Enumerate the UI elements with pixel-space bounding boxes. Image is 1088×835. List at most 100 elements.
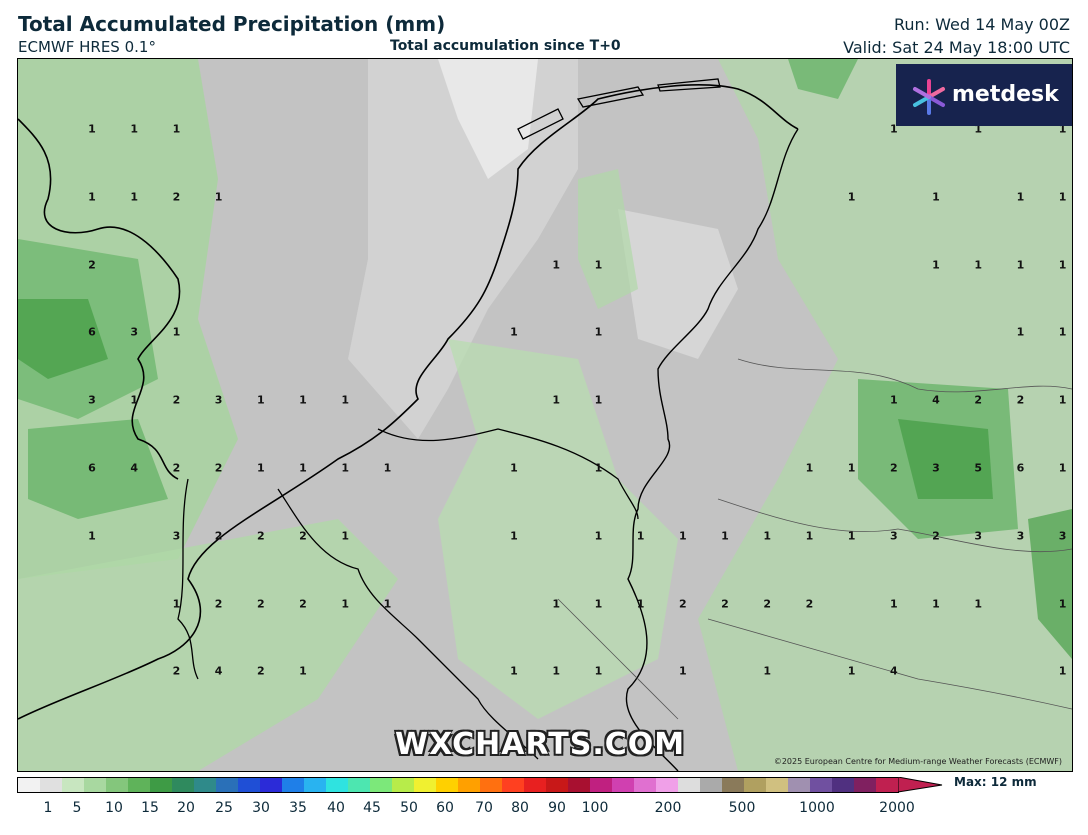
scale-swatch bbox=[700, 778, 722, 792]
grid-value: 1 bbox=[721, 529, 729, 543]
scale-swatch bbox=[546, 778, 568, 792]
grid-value: 4 bbox=[932, 393, 940, 407]
scale-tick-label: 10 bbox=[105, 800, 123, 816]
scale-tick-label: 1000 bbox=[799, 800, 835, 816]
grid-value: 1 bbox=[636, 529, 645, 543]
grid-value: 3 bbox=[1058, 529, 1067, 543]
grid-value: 3 bbox=[974, 529, 983, 543]
scale-swatch bbox=[348, 778, 370, 792]
grid-value: 2 bbox=[214, 529, 223, 543]
scale-swatch bbox=[62, 778, 84, 792]
metdesk-logo-icon bbox=[913, 79, 945, 115]
grid-value: 1 bbox=[172, 122, 181, 136]
grid-value: 2 bbox=[974, 393, 983, 407]
grid-value: 1 bbox=[383, 597, 392, 611]
grid-value: 1 bbox=[1058, 461, 1067, 475]
grid-value: 4 bbox=[130, 461, 139, 475]
scale-swatch bbox=[766, 778, 788, 792]
scale-tick-label: 90 bbox=[548, 800, 566, 816]
grid-value: 1 bbox=[932, 190, 940, 204]
grid-value: 5 bbox=[974, 461, 983, 475]
grid-value: 3 bbox=[88, 393, 96, 407]
grid-value: 1 bbox=[1058, 393, 1067, 407]
run-label: Run: Wed 14 May 00Z bbox=[893, 15, 1070, 34]
scale-swatch bbox=[502, 778, 524, 792]
scale-swatch bbox=[392, 778, 414, 792]
grid-value: 2 bbox=[172, 461, 181, 475]
scale-tick-label: 2000 bbox=[879, 800, 915, 816]
scale-swatch bbox=[744, 778, 766, 792]
scale-arrow-icon bbox=[898, 777, 943, 793]
grid-value: 2 bbox=[721, 597, 729, 611]
model-label: ECMWF HRES 0.1° bbox=[18, 38, 156, 56]
scale-tick-label: 40 bbox=[327, 800, 345, 816]
grid-value: 2 bbox=[889, 461, 898, 475]
grid-value: 2 bbox=[805, 597, 814, 611]
grid-value: 1 bbox=[594, 597, 603, 611]
scale-tick-label: 45 bbox=[363, 800, 381, 816]
scale-swatch bbox=[634, 778, 656, 792]
scale-swatch bbox=[590, 778, 612, 792]
grid-value: 1 bbox=[552, 664, 561, 678]
grid-value: 3 bbox=[130, 325, 139, 339]
grid-value: 1 bbox=[88, 529, 96, 543]
precipitation-map: 1 1 1 1 1 1 1 1 2 1 1 1 1 1 2 1 1 1 1 1 1 6 3 1 1 1 1 1 3 1 2 3 1 1 1 1 1 1 4 2… bbox=[17, 58, 1073, 772]
grid-value: 2 bbox=[88, 258, 96, 272]
scale-tick-label: 15 bbox=[141, 800, 159, 816]
grid-value: 1 bbox=[341, 529, 350, 543]
grid-value: 1 bbox=[88, 122, 96, 136]
scale-swatch bbox=[788, 778, 810, 792]
valid-label: Valid: Sat 24 May 18:00 UTC bbox=[843, 38, 1070, 57]
scale-swatch bbox=[40, 778, 62, 792]
max-value-label: Max: 12 mm bbox=[954, 775, 1037, 789]
grid-value: 2 bbox=[256, 597, 265, 611]
grid-value: 1 bbox=[932, 258, 940, 272]
grid-value: 1 bbox=[763, 529, 772, 543]
grid-value: 6 bbox=[88, 325, 96, 339]
grid-value: 1 bbox=[510, 529, 518, 543]
grid-value: 1 bbox=[299, 461, 307, 475]
scale-swatch bbox=[172, 778, 194, 792]
grid-value: 1 bbox=[974, 122, 983, 136]
grid-value: 1 bbox=[1016, 190, 1025, 204]
scale-swatch bbox=[414, 778, 436, 792]
map-background bbox=[18, 59, 1072, 771]
grid-value: 1 bbox=[510, 461, 518, 475]
scale-swatch bbox=[282, 778, 304, 792]
grid-value: 2 bbox=[214, 461, 223, 475]
grid-value: 2 bbox=[932, 529, 940, 543]
grid-value: 1 bbox=[763, 664, 772, 678]
wxcharts-watermark: WXCHARTS.COM bbox=[395, 727, 686, 762]
scale-swatch bbox=[106, 778, 128, 792]
scale-swatch bbox=[238, 778, 260, 792]
subtitle: Total accumulation since T+0 bbox=[390, 38, 621, 54]
grid-value: 1 bbox=[974, 258, 983, 272]
scale-swatch bbox=[854, 778, 876, 792]
scale-swatch bbox=[458, 778, 480, 792]
grid-value: 1 bbox=[256, 393, 265, 407]
scale-swatch bbox=[568, 778, 590, 792]
chart-title: Total Accumulated Precipitation (mm) bbox=[18, 12, 446, 36]
scale-tick-label: 100 bbox=[581, 800, 609, 816]
grid-value: 1 bbox=[510, 664, 518, 678]
grid-value: 1 bbox=[510, 325, 518, 339]
scale-swatch bbox=[480, 778, 502, 792]
grid-value: 2 bbox=[172, 664, 181, 678]
grid-value: 1 bbox=[847, 664, 856, 678]
grid-value: 1 bbox=[1016, 258, 1025, 272]
scale-tick-label: 80 bbox=[511, 800, 529, 816]
grid-value: 1 bbox=[889, 393, 898, 407]
scale-swatch bbox=[128, 778, 150, 792]
grid-value: 2 bbox=[299, 529, 307, 543]
grid-value: 4 bbox=[214, 664, 223, 678]
grid-value: 6 bbox=[1016, 461, 1025, 475]
grid-value: 1 bbox=[1016, 325, 1025, 339]
grid-value: 1 bbox=[172, 325, 181, 339]
grid-value: 1 bbox=[383, 461, 392, 475]
metdesk-logo: metdesk bbox=[896, 64, 1072, 126]
grid-value: 1 bbox=[256, 461, 265, 475]
scale-swatch bbox=[722, 778, 744, 792]
scale-swatch bbox=[84, 778, 106, 792]
grid-value: 2 bbox=[214, 597, 223, 611]
grid-value: 2 bbox=[172, 393, 181, 407]
